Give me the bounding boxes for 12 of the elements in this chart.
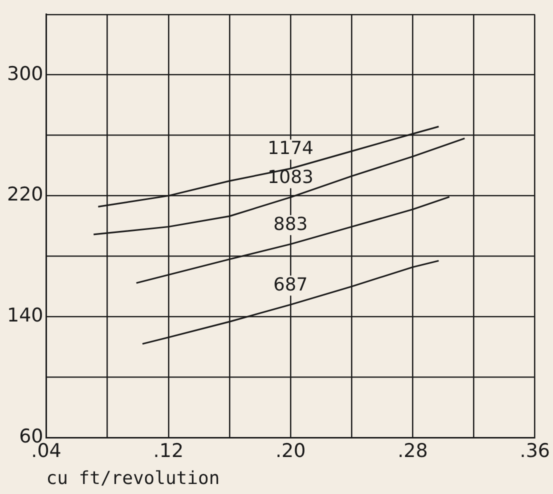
x-axis-title: cu ft/revolution [46, 468, 220, 489]
y-tick-label: 300 [7, 62, 44, 85]
y-tick-label: 140 [7, 304, 44, 327]
x-tick-label: .20 [275, 440, 306, 462]
y-tick-label: 220 [7, 184, 44, 206]
x-tick-label: .28 [398, 440, 428, 462]
x-tick-label: .36 [520, 440, 550, 462]
series-label: 883 [273, 214, 308, 235]
series-label: 1083 [268, 166, 314, 188]
series-label: 687 [273, 274, 308, 296]
x-tick-label: .12 [153, 440, 184, 462]
series-label: 1174 [268, 138, 314, 160]
